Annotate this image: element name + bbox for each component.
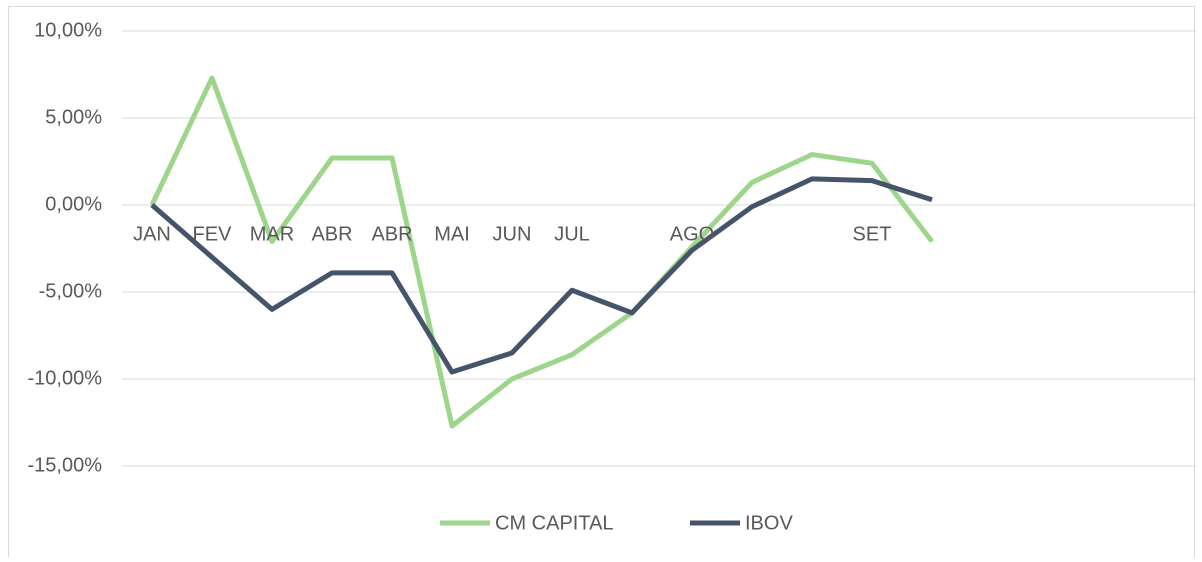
x-tick-label: JUL — [554, 223, 590, 245]
x-tick-label: FEV — [193, 223, 233, 245]
x-tick-label: MAR — [250, 223, 294, 245]
y-tick-label: 5,00% — [45, 106, 102, 128]
x-tick-label: SET — [853, 223, 892, 245]
y-tick-label: -15,00% — [28, 454, 103, 476]
x-tick-label: ABR — [371, 223, 412, 245]
legend-label: IBOV — [745, 512, 793, 534]
x-tick-label: MAI — [434, 223, 470, 245]
y-tick-label: -5,00% — [39, 280, 103, 302]
x-tick-label: JUN — [493, 223, 532, 245]
y-tick-label: 0,00% — [45, 193, 102, 215]
series-line — [150, 176, 933, 375]
x-tick-label: JAN — [133, 223, 171, 245]
y-tick-label: -10,00% — [28, 367, 103, 389]
series-line — [149, 75, 934, 429]
y-tick-label: 10,00% — [34, 19, 102, 41]
x-tick-label: ABR — [311, 223, 352, 245]
x-tick-label: AGO — [670, 223, 714, 245]
legend-label: CM CAPITAL — [495, 512, 614, 534]
chart-border — [8, 6, 1195, 562]
